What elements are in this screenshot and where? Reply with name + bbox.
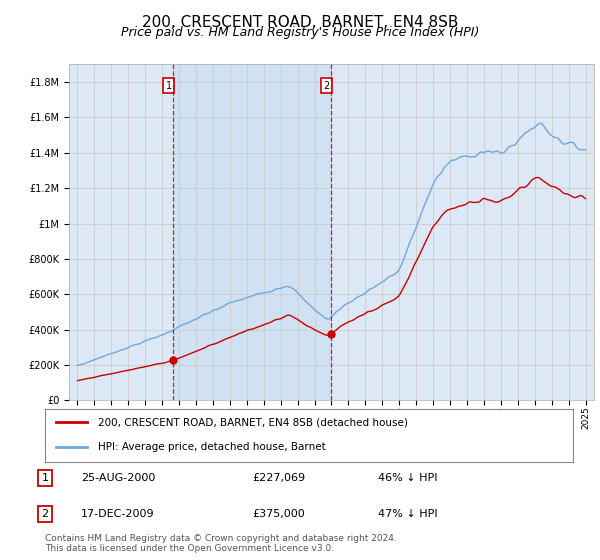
Text: 1: 1 [166,81,172,91]
Text: 2: 2 [41,509,49,519]
Text: £375,000: £375,000 [252,509,305,519]
Bar [173,64,331,400]
Text: HPI: Average price, detached house, Barnet: HPI: Average price, detached house, Barn… [98,442,326,452]
Text: 200, CRESCENT ROAD, BARNET, EN4 8SB (detached house): 200, CRESCENT ROAD, BARNET, EN4 8SB (det… [98,417,407,427]
Text: 200, CRESCENT ROAD, BARNET, EN4 8SB: 200, CRESCENT ROAD, BARNET, EN4 8SB [142,15,458,30]
Text: 17-DEC-2009: 17-DEC-2009 [81,509,155,519]
Text: Price paid vs. HM Land Registry's House Price Index (HPI): Price paid vs. HM Land Registry's House … [121,26,479,39]
Text: 1: 1 [41,473,49,483]
Text: 46% ↓ HPI: 46% ↓ HPI [378,473,437,483]
Text: 2: 2 [323,81,329,91]
Text: 25-AUG-2000: 25-AUG-2000 [81,473,155,483]
Text: Contains HM Land Registry data © Crown copyright and database right 2024.
This d: Contains HM Land Registry data © Crown c… [45,534,397,553]
Text: £227,069: £227,069 [252,473,305,483]
Text: 47% ↓ HPI: 47% ↓ HPI [378,509,437,519]
